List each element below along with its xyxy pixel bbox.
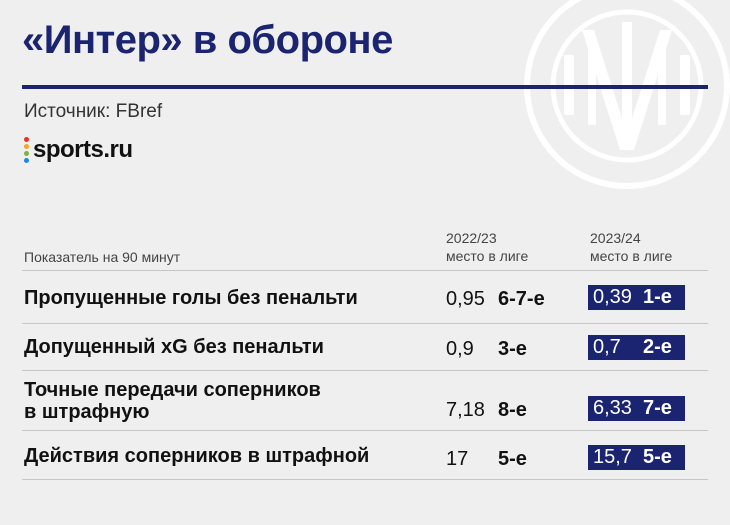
rank-2023: 2-е: [643, 336, 672, 358]
season-2023-header: 2023/24 место в лиге: [590, 229, 672, 265]
inter-logo-icon: [522, 0, 730, 200]
highlight-2023: 0,7 2-е: [588, 335, 685, 360]
highlight-2023: 6,33 7-е: [588, 396, 685, 421]
highlight-2023: 15,7 5-е: [588, 445, 685, 470]
metric-label: Действия соперников в штрафной: [24, 445, 370, 467]
value-2023: 0,7: [593, 336, 621, 358]
brand-name: sports.ru: [33, 136, 133, 163]
season-year: 2022/23: [446, 230, 497, 246]
row-divider: [22, 370, 708, 371]
brand-dot: [24, 144, 29, 149]
row-divider: [22, 479, 708, 480]
brand-dot: [24, 158, 29, 163]
highlight-2023: 0,39 1-е: [588, 285, 685, 310]
season-year: 2023/24: [590, 230, 641, 246]
metric-label: Допущенный xG без пенальти: [24, 336, 324, 358]
table-row: Действия соперников в штрафной 17 5-е 15…: [22, 431, 708, 480]
rank-2022: 5-е: [498, 448, 527, 470]
table-row: Допущенный xG без пенальти 0,9 3-е 0,7 2…: [22, 324, 708, 371]
value-2022: 7,18: [446, 399, 485, 421]
page-title: «Интер» в обороне: [22, 18, 393, 62]
value-2023: 6,33: [593, 397, 632, 419]
rank-2023: 1-е: [643, 286, 672, 308]
value-2023: 15,7: [593, 446, 632, 468]
brand-dot: [24, 137, 29, 142]
rank-2022: 6-7-е: [498, 288, 545, 310]
row-divider: [22, 430, 708, 431]
brand-logo: sports.ru: [24, 136, 133, 164]
metric-label-line: в штрафную: [24, 401, 150, 423]
value-2022: 17: [446, 448, 469, 470]
value-2023: 0,39: [593, 286, 632, 308]
metric-label: Точные передачи соперников в штрафную: [24, 379, 424, 423]
rank-2023: 7-е: [643, 397, 672, 419]
row-divider: [22, 323, 708, 324]
rank-2023: 5-е: [643, 446, 672, 468]
season-subtitle: место в лиге: [590, 248, 673, 264]
metric-label: Пропущенные голы без пенальти: [24, 287, 358, 309]
header-divider: [22, 270, 708, 271]
season-subtitle: место в лиге: [446, 248, 529, 264]
rank-2022: 3-е: [498, 338, 527, 360]
metric-column-header: Показатель на 90 минут: [24, 249, 181, 265]
value-2022: 0,9: [446, 338, 474, 360]
title-divider: [22, 85, 708, 89]
table-row: Точные передачи соперников в штрафную 7,…: [22, 371, 708, 431]
source-text: Источник: FBref: [24, 101, 163, 122]
value-2022: 0,95: [446, 288, 485, 310]
table-row: Пропущенные голы без пенальти 0,95 6-7-е…: [22, 271, 708, 324]
metric-label-line: Точные передачи соперников: [24, 379, 321, 401]
season-2022-header: 2022/23 место в лиге: [446, 229, 528, 265]
brand-dot: [24, 151, 29, 156]
brand-dots-icon: [24, 137, 29, 163]
rank-2022: 8-е: [498, 399, 527, 421]
